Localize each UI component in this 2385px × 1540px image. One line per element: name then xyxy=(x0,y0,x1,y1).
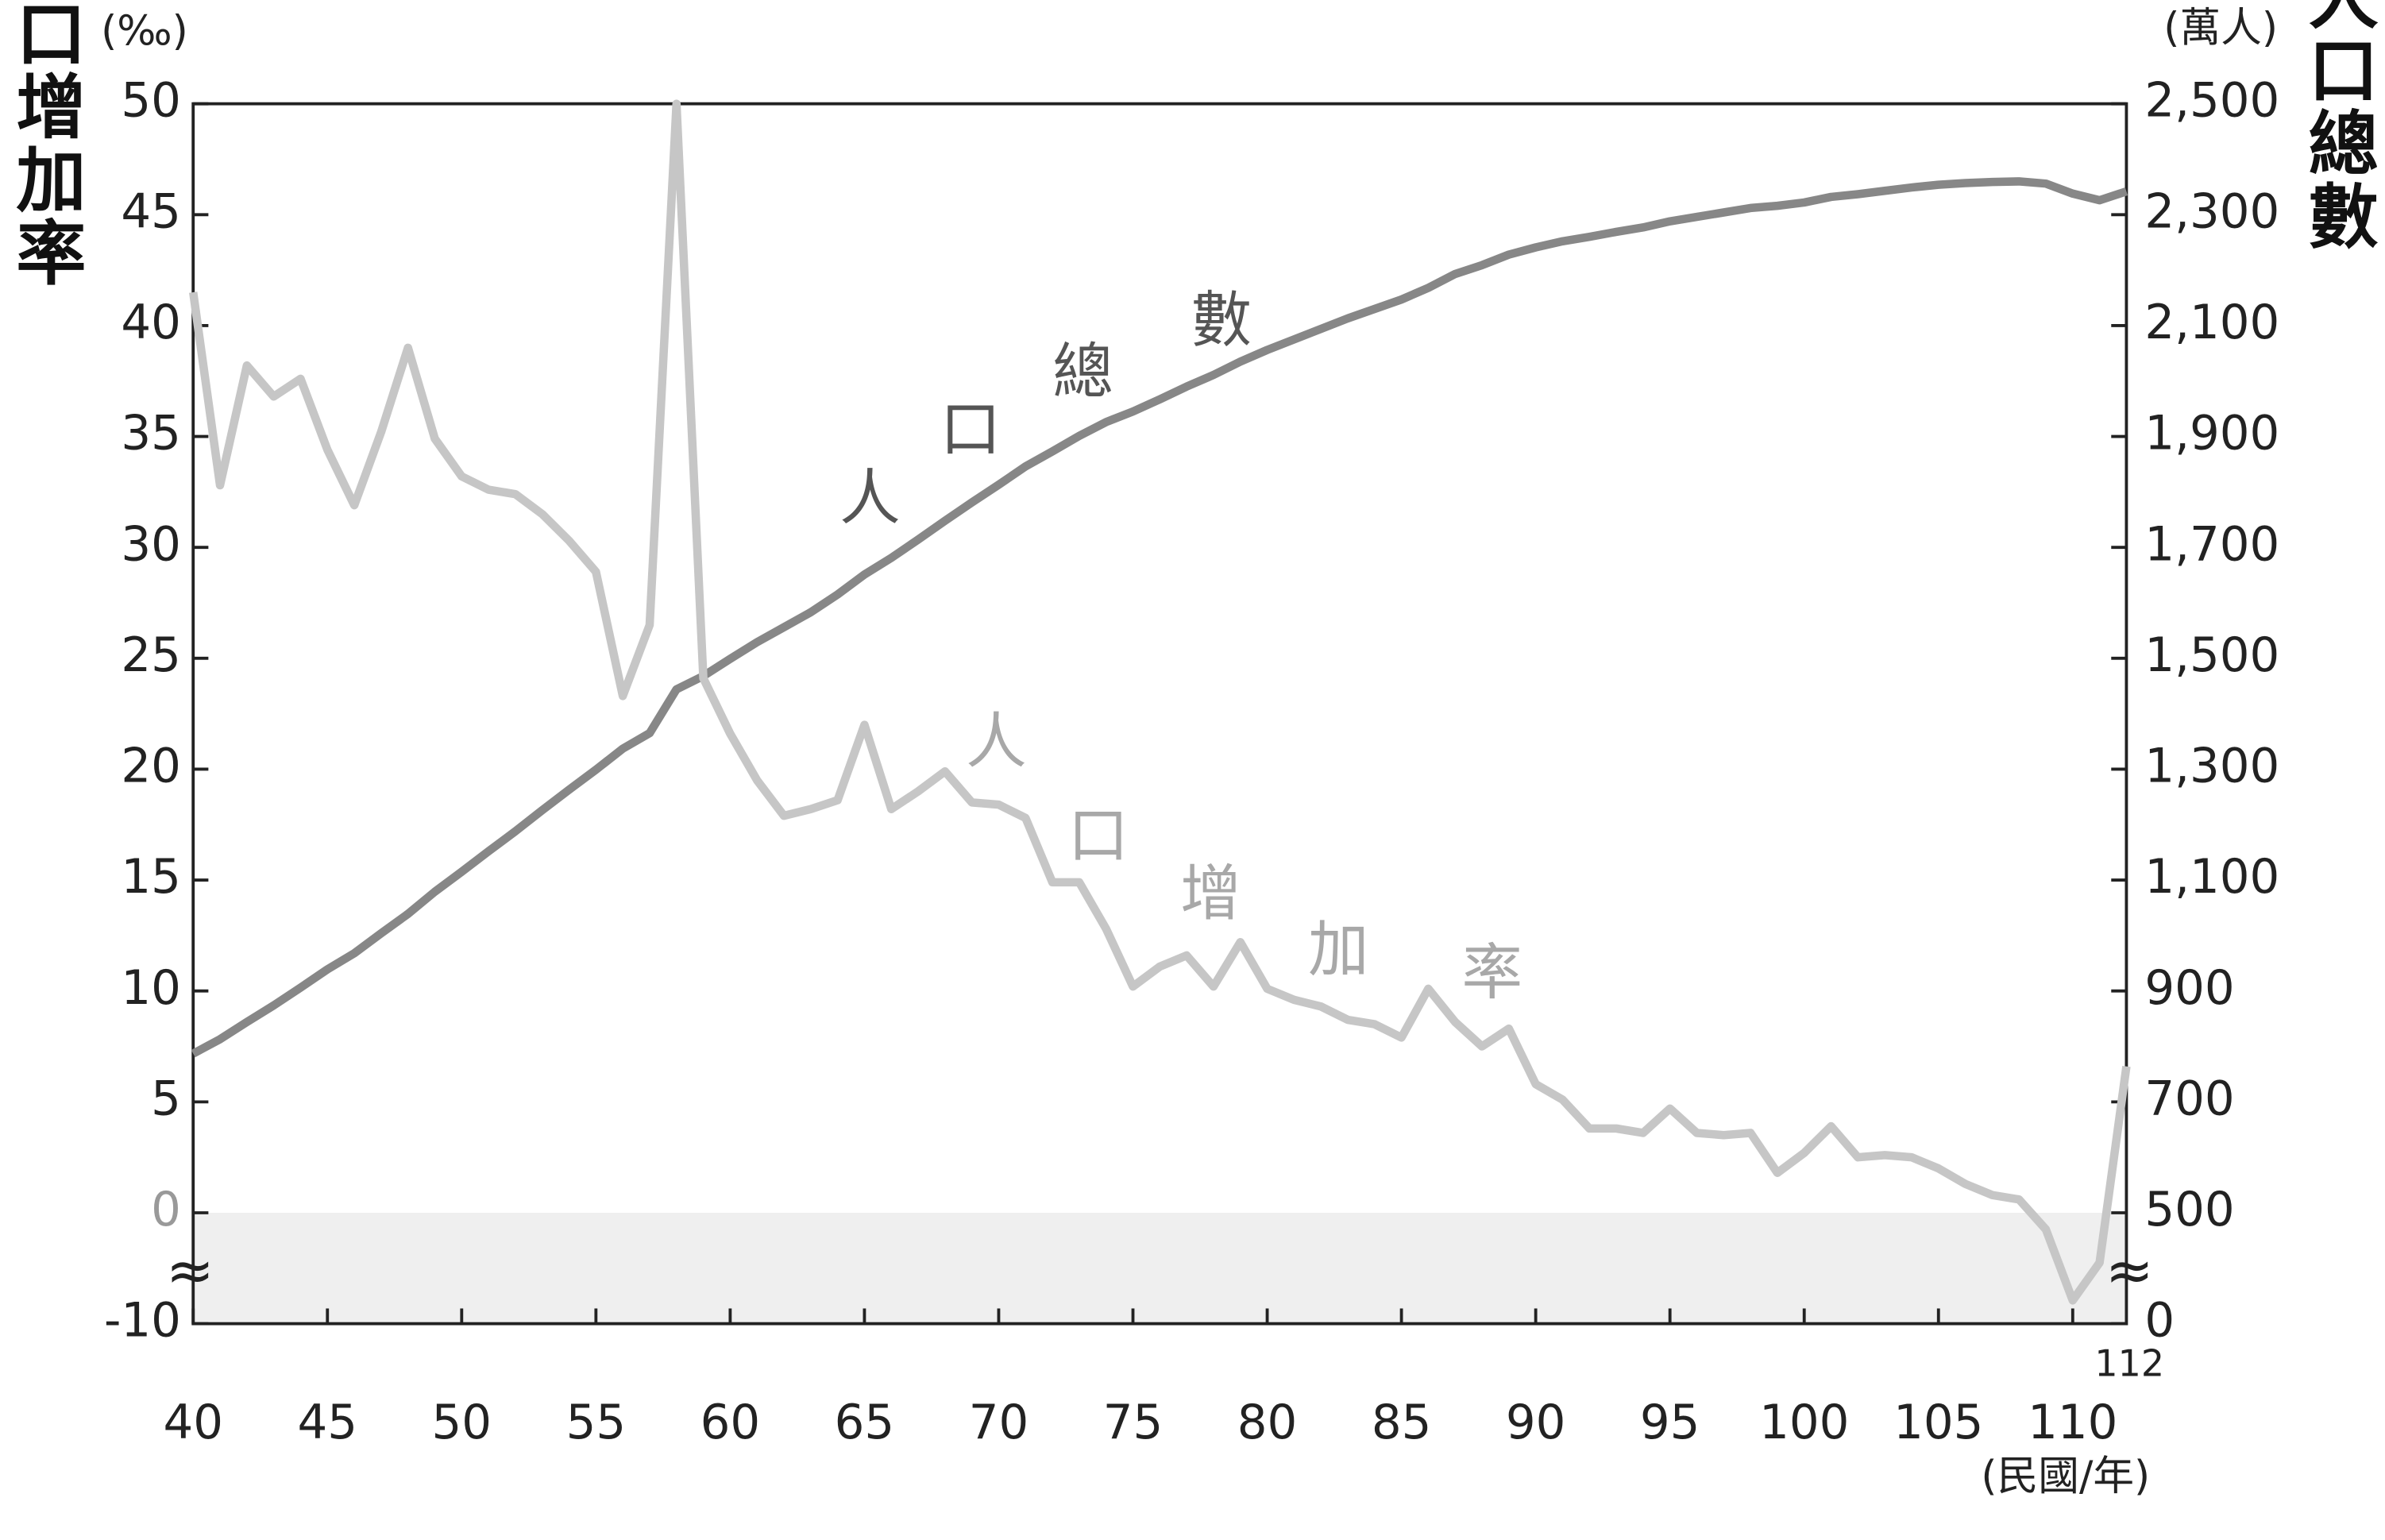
x-tick-label: 75 xyxy=(1103,1395,1164,1450)
y-tick-label: 20 xyxy=(121,739,181,794)
line-annotation: 人口總數 xyxy=(839,285,1252,534)
y-tick-label: 35 xyxy=(121,407,181,461)
x-tick-label: 70 xyxy=(969,1395,1029,1450)
x-tick-label: 112 xyxy=(2094,1342,2164,1385)
y-tick-label: 25 xyxy=(121,628,181,683)
y2-tick-label: 1,300 xyxy=(2144,739,2279,794)
x-tick-label: 110 xyxy=(2028,1395,2117,1450)
y-axis-title: 人口增加率 xyxy=(5,0,87,289)
y2-tick-label: 0 xyxy=(2144,1294,2175,1349)
x-tick-label: 105 xyxy=(1893,1395,1983,1450)
y2-tick-label: 2,500 xyxy=(2144,74,2279,129)
series-line xyxy=(191,177,2128,1058)
x-tick-label: 90 xyxy=(1506,1395,1566,1450)
y2-tick-label: 2,300 xyxy=(2144,184,2279,239)
x-tick-label: 50 xyxy=(432,1395,492,1450)
y-tick-label: 5 xyxy=(151,1071,181,1126)
x-tick-label: 60 xyxy=(700,1395,761,1450)
axis-break: ≈ xyxy=(2105,1237,2154,1304)
line-annotation: 人口增加率 xyxy=(966,707,1522,1009)
y-tick-label: 10 xyxy=(121,961,181,1016)
y2-unit: (萬人) xyxy=(2163,5,2278,52)
y-unit: (‰) xyxy=(101,8,188,56)
y2-tick-label: 1,100 xyxy=(2144,850,2279,905)
y2-tick-label: 1,700 xyxy=(2144,517,2279,572)
y2-tick-label: 1,900 xyxy=(2144,407,2279,461)
y-tick-label: 50 xyxy=(121,74,181,129)
y2-axis-title: 人口總數 xyxy=(2297,0,2379,253)
y-tick-label: 0 xyxy=(151,1183,181,1237)
x-tick-label: 80 xyxy=(1237,1395,1298,1450)
plot-frame xyxy=(191,102,2128,1326)
x-tick-label: 55 xyxy=(566,1395,627,1450)
negative-band xyxy=(193,1212,2127,1324)
axis-break: ≈ xyxy=(166,1237,214,1304)
y2-tick-label: 700 xyxy=(2144,1071,2234,1126)
x-tick-label: 45 xyxy=(297,1395,357,1450)
y-tick-label: 15 xyxy=(121,850,181,905)
x-tick-label: 85 xyxy=(1372,1395,1432,1450)
y2-tick-label: 1,500 xyxy=(2144,628,2279,683)
y-tick-label: 45 xyxy=(121,184,181,239)
y-tick-label: -10 xyxy=(104,1294,181,1349)
y2-tick-label: 2,100 xyxy=(2144,295,2279,350)
y-tick-label: 40 xyxy=(121,295,181,350)
x-tick-label: 65 xyxy=(835,1395,895,1450)
x-tick-label: 100 xyxy=(1759,1395,1849,1450)
x-tick-label: 40 xyxy=(163,1395,223,1450)
series-line xyxy=(189,99,2131,1305)
x-tick-label: 95 xyxy=(1640,1395,1700,1450)
y2-tick-label: 500 xyxy=(2144,1183,2234,1237)
y2-tick-label: 900 xyxy=(2144,961,2234,1016)
y-tick-label: 30 xyxy=(121,517,181,572)
x-unit: (民國/年) xyxy=(1981,1453,2150,1500)
